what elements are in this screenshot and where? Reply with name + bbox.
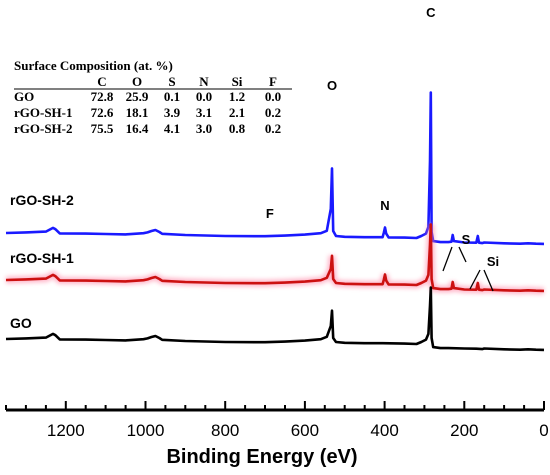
table-cell: 72.6 [91, 105, 114, 120]
x-tick-label: 400 [370, 421, 398, 440]
x-tick-label: 800 [211, 421, 239, 440]
peak-connector-s-1 [442, 246, 453, 272]
x-tick-label: 200 [450, 421, 478, 440]
peak-label-c: C [426, 5, 436, 20]
table-cell: 0.8 [229, 121, 246, 136]
peak-connector-s-2 [458, 246, 467, 263]
series-line-rgo-sh-2 [5, 91, 545, 246]
table-row-label: rGO-SH-1 [14, 105, 73, 120]
table-cell: 0.0 [196, 89, 212, 104]
peak-label-f: F [266, 206, 274, 221]
table-cell: 3.1 [196, 105, 212, 120]
peak-label-s: S [462, 232, 471, 247]
table-cell: 18.1 [126, 105, 149, 120]
table-cell: 0.0 [265, 89, 281, 104]
table-col-header-c: C [97, 74, 106, 89]
table-cell: 3.9 [164, 105, 181, 120]
x-tick-label: 1000 [127, 421, 165, 440]
series-label-rgo-sh-1: rGO-SH-1 [10, 250, 74, 266]
series-line-go [5, 286, 545, 352]
table-cell: 72.8 [91, 89, 114, 104]
series-label-go: GO [10, 315, 32, 331]
peak-connector-si-2 [483, 269, 494, 292]
table-col-header-f: F [269, 74, 277, 89]
table-cell: 4.1 [164, 121, 180, 136]
inset-table: Surface Composition (at. %) C O S N Si F GO 72.… [14, 58, 292, 136]
table-cell: 25.9 [126, 89, 149, 104]
x-tick-label: 0 [539, 421, 548, 440]
table-col-header-n: N [199, 74, 209, 89]
table-col-header-si: Si [232, 74, 243, 89]
table-cell: 0.2 [265, 121, 281, 136]
series-label-rgo-sh-2: rGO-SH-2 [10, 192, 74, 208]
table-cell: 1.2 [229, 89, 245, 104]
table-cell: 2.1 [229, 105, 245, 120]
series-layer [5, 91, 545, 352]
x-tick-label: 600 [291, 421, 319, 440]
x-axis-label: Binding Energy (eV) [166, 446, 357, 468]
peak-labels: C O N F S Si [266, 5, 499, 292]
table-cell: 3.0 [196, 121, 212, 136]
peak-connector-si-1 [469, 269, 481, 290]
table-cell: 0.1 [164, 89, 180, 104]
inset-table-title: Surface Composition (at. %) [14, 58, 173, 73]
table-col-header-o: O [132, 74, 142, 89]
table-row-label: GO [14, 89, 34, 104]
table-cell: 0.2 [265, 105, 281, 120]
table-cell: 16.4 [126, 121, 149, 136]
series-labels: rGO-SH-2 rGO-SH-1 GO [10, 192, 74, 331]
x-tick-label: 1200 [47, 421, 85, 440]
table-row-label: rGO-SH-2 [14, 121, 73, 136]
peak-label-si: Si [487, 254, 499, 269]
table-col-header-s: S [168, 74, 175, 89]
series-line-rgo-sh-1 [5, 223, 545, 293]
x-axis: 1200 1000 800 600 400 200 0 [5, 401, 549, 440]
table-cell: 75.5 [91, 121, 114, 136]
peak-label-n: N [380, 198, 389, 213]
peak-label-o: O [327, 78, 337, 93]
